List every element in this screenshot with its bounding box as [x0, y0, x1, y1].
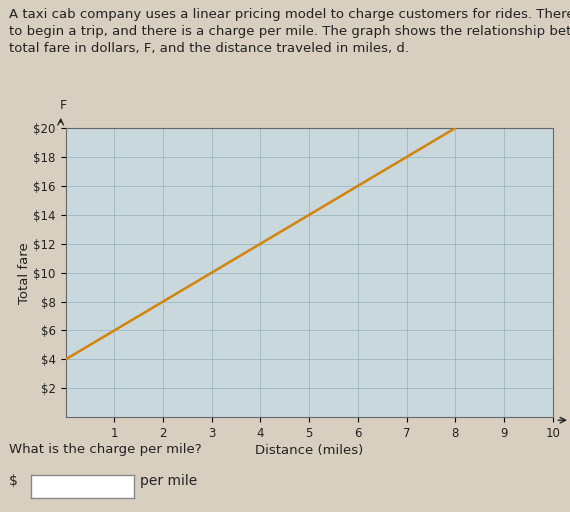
- X-axis label: Distance (miles): Distance (miles): [255, 444, 363, 457]
- Text: What is the charge per mile?: What is the charge per mile?: [9, 443, 201, 456]
- Text: per mile: per mile: [140, 474, 197, 488]
- Y-axis label: Total fare: Total fare: [18, 242, 31, 304]
- Text: A taxi cab company uses a linear pricing model to charge customers for rides. Th: A taxi cab company uses a linear pricing…: [9, 8, 570, 55]
- Text: $: $: [9, 474, 18, 488]
- Text: F: F: [59, 99, 67, 112]
